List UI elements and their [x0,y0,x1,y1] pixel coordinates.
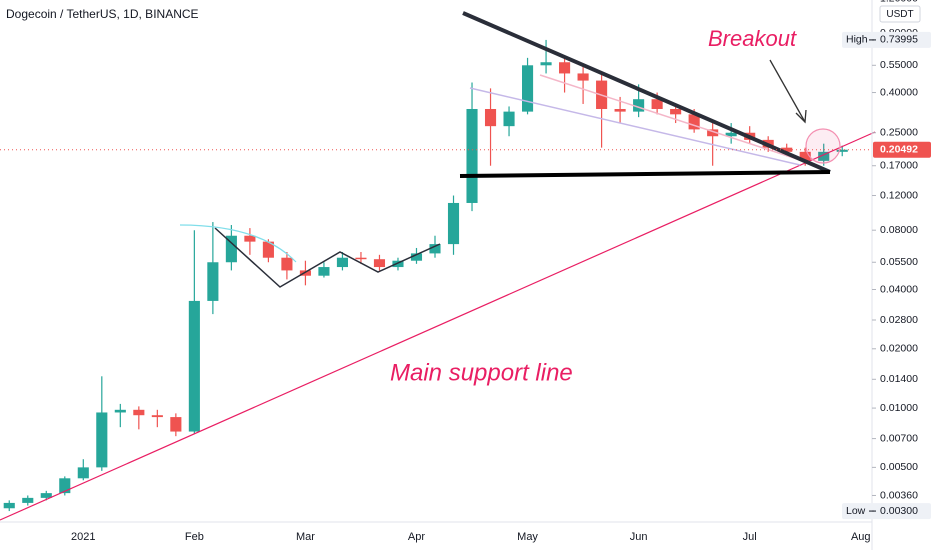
candle-body [188,300,200,432]
candle-body [59,478,71,494]
candle-body [244,235,256,242]
y-tick-label: 0.05500 [880,256,918,268]
candle-body [114,409,126,413]
y-tick-label: 0.00500 [880,461,918,473]
candle-body [373,259,386,268]
title-bg [0,0,240,30]
candle-body [447,202,460,245]
candle-body [540,62,552,66]
y-tick-label: 0.02800 [880,314,918,326]
marker-value: 0.00300 [880,505,918,517]
candle-body [410,253,423,261]
candle-body [781,147,793,152]
y-tick-label: 0.55000 [880,59,918,71]
candle-body [670,108,682,115]
channel-line [469,87,801,166]
candle-body [170,417,182,432]
candle-body [559,62,571,74]
candle-body [466,108,478,203]
candle-body [262,241,274,258]
annotation: Breakout [708,26,797,51]
candle-body [429,244,441,254]
marker-box [842,503,931,520]
candle-body [133,409,145,416]
candle-body [818,151,830,161]
candle-body [318,267,330,276]
candle-body [3,502,15,509]
x-tick-label: Jul [743,531,757,543]
channel-line [539,74,801,161]
y-tick-label: 0.00700 [880,432,918,444]
zigzag [214,227,441,288]
arrow-head [795,109,807,124]
candle-body [799,151,811,161]
y-tick-label: 0.00360 [880,489,918,501]
candle-body [651,99,663,109]
triangle-lower [459,170,831,178]
candle-body [725,132,737,137]
candle-body [22,497,34,503]
y-tick-label: 0.25000 [880,127,918,139]
candle-body [207,262,219,301]
x-tick-label: 2021 [71,531,95,543]
y-tick-label: 0.01400 [880,373,918,385]
support-line [0,131,876,521]
y-tick-label: 0.17000 [880,160,918,172]
y-tick-label: 0.02000 [880,343,918,355]
candle-body [522,65,534,112]
candle-body [96,412,108,468]
marker-box [842,31,931,48]
breakout-circle [805,128,841,164]
y-tick-label: 0.01000 [880,402,918,414]
y-tick-label: 0.12000 [880,189,918,201]
candle-body [503,111,515,127]
last-price-tag [873,141,931,158]
arc [179,224,297,263]
x-tick-label: Jun [630,531,648,543]
candle-body [707,129,719,137]
y-tick-label: 0.04000 [880,283,918,295]
x-tick-label: Feb [185,531,204,543]
candle-body [299,270,311,276]
candle-body [281,257,293,271]
candle-body [484,108,497,127]
chart-title: Dogecoin / TetherUS, 1D, BINANCE [6,7,199,21]
x-tick-label: Aug [851,531,871,543]
last-price-label: 0.20492 [880,144,918,156]
marker-name: High [846,34,868,46]
marker-name: Low [846,505,866,517]
candle-body [225,235,237,263]
candle-body [40,493,52,498]
candle-body [577,73,589,81]
x-tick-label: Mar [296,531,315,543]
candle-body [151,415,163,418]
y-tick-label: 0.08000 [880,224,918,236]
unit-label: USDT [886,9,913,20]
arrow [769,59,806,123]
x-tick-label: May [517,531,538,543]
candle-body [836,149,848,152]
candle-body [614,108,626,112]
triangle-upper [462,11,831,174]
candle-body [392,260,404,268]
candle-body [77,467,89,479]
annotation: Main support line [390,359,573,386]
candle-body [688,114,700,130]
marker-value: 0.73995 [880,34,918,46]
candle-body [336,257,348,268]
plot-area [3,39,848,512]
candle-body [355,257,367,260]
x-tick-label: Apr [408,531,425,543]
candle-body [633,99,645,112]
y-tick-label: 0.40000 [880,86,918,98]
unit-box [879,5,921,23]
